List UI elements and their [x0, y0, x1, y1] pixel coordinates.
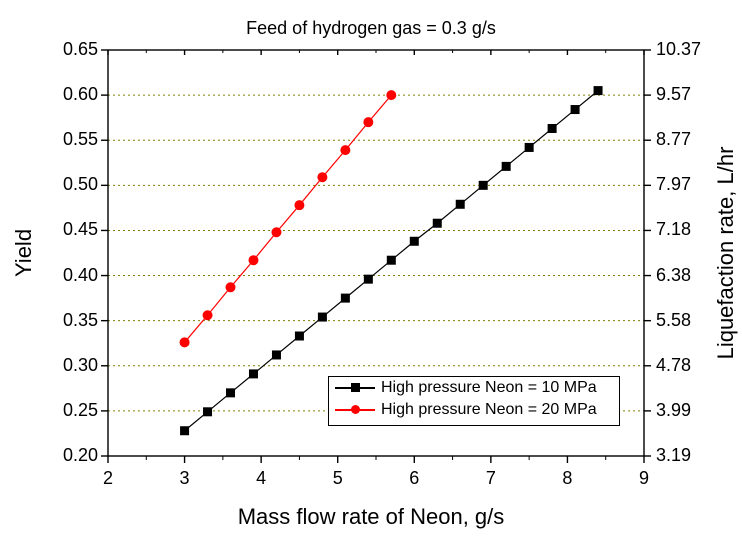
- y-right-tick-label: 3.99: [656, 400, 712, 421]
- y-left-tick-label: 0.35: [52, 310, 98, 331]
- y-right-tick-label: 9.57: [656, 84, 712, 105]
- chart-title: Feed of hydrogen gas = 0.3 g/s: [0, 18, 742, 39]
- legend-line-sample: [335, 409, 375, 411]
- circle-marker-icon: [351, 405, 360, 414]
- x-tick-label: 9: [629, 468, 659, 489]
- x-axis-label-text: Mass flow rate of Neon, g/s: [238, 504, 505, 529]
- y-left-tick-label: 0.30: [52, 355, 98, 376]
- y-left-label-text: Yield: [11, 229, 37, 277]
- y-left-tick-label: 0.40: [52, 265, 98, 286]
- x-tick-label: 7: [476, 468, 506, 489]
- y-right-tick-label: 8.77: [656, 129, 712, 150]
- y-right-label-text: Liquefaction rate, L/hr: [713, 147, 739, 360]
- x-tick-label: 5: [323, 468, 353, 489]
- y-right-tick-label: 7.18: [656, 219, 712, 240]
- legend-item: High pressure Neon = 10 MPa: [329, 377, 619, 399]
- legend: High pressure Neon = 10 MPa High pressure…: [328, 376, 620, 426]
- y-left-tick-label: 0.20: [52, 445, 98, 466]
- x-tick-label: 6: [399, 468, 429, 489]
- x-tick-label: 4: [246, 468, 276, 489]
- y-right-tick-label: 7.97: [656, 174, 712, 195]
- y-right-tick-label: 4.78: [656, 355, 712, 376]
- x-tick-label: 3: [170, 468, 200, 489]
- y-right-tick-label: 5.58: [656, 310, 712, 331]
- chart-container: Feed of hydrogen gas = 0.3 g/s Mass flow…: [0, 0, 742, 546]
- y-right-tick-label: 3.19: [656, 445, 712, 466]
- y-left-tick-label: 0.45: [52, 219, 98, 240]
- x-axis-label: Mass flow rate of Neon, g/s: [0, 504, 742, 530]
- chart-svg: [0, 0, 742, 546]
- y-left-tick-label: 0.25: [52, 400, 98, 421]
- y-left-tick-label: 0.60: [52, 84, 98, 105]
- y-right-tick-label: 6.38: [656, 265, 712, 286]
- y-left-tick-label: 0.50: [52, 174, 98, 195]
- legend-label: High pressure Neon = 10 MPa: [381, 379, 597, 397]
- legend-label: High pressure Neon = 20 MPa: [381, 401, 597, 419]
- y-left-tick-label: 0.65: [52, 39, 98, 60]
- legend-item: High pressure Neon = 20 MPa: [329, 399, 619, 421]
- square-marker-icon: [351, 383, 360, 392]
- legend-line-sample: [335, 387, 375, 389]
- y-left-tick-label: 0.55: [52, 129, 98, 150]
- x-tick-label: 8: [552, 468, 582, 489]
- y-right-tick-label: 10.37: [656, 39, 712, 60]
- chart-title-text: Feed of hydrogen gas = 0.3 g/s: [246, 18, 496, 38]
- x-tick-label: 2: [93, 468, 123, 489]
